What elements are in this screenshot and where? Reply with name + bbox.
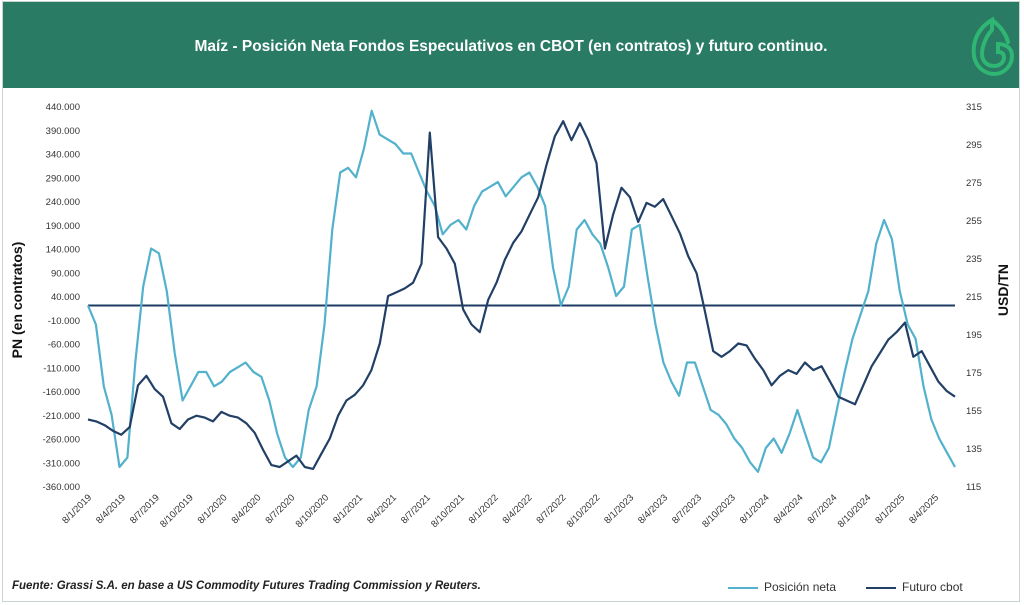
x-tick-label: 8/4/2022 bbox=[501, 492, 535, 526]
x-tick-label: 8/1/2019 bbox=[60, 492, 94, 526]
x-tick-label: 8/10/2024 bbox=[836, 492, 874, 530]
y-right-tick-label: 255 bbox=[966, 216, 982, 227]
y-right-axis-title: USD/TN bbox=[995, 264, 1011, 316]
series-line-posicion-neta bbox=[86, 109, 956, 473]
x-tick-label: 8/1/2022 bbox=[467, 492, 501, 526]
y-right-tick-label: 315 bbox=[966, 102, 982, 113]
y-left-tick-label: -210.000 bbox=[42, 411, 80, 422]
series-line-futuro-cbot bbox=[87, 120, 956, 470]
x-tick-label: 8/10/2021 bbox=[429, 492, 467, 530]
y-left-tick-label: -260.000 bbox=[42, 435, 80, 446]
y-left-tick-label: 340.000 bbox=[46, 150, 80, 161]
y-left-tick-label: 390.000 bbox=[46, 126, 80, 137]
x-tick-label: 8/4/2025 bbox=[907, 492, 941, 526]
y-right-tick-label: 115 bbox=[966, 482, 981, 493]
x-tick-label: 8/10/2022 bbox=[565, 492, 603, 530]
legend-item-posicion-neta: Posición neta bbox=[728, 580, 836, 594]
x-tick-label: 8/1/2020 bbox=[196, 492, 230, 526]
y-right-tick-label: 175 bbox=[966, 368, 982, 379]
y-left-tick-label: 90.000 bbox=[51, 268, 80, 279]
x-tick-label: 8/10/2023 bbox=[700, 492, 738, 530]
leaf-g-logo-icon bbox=[971, 16, 1015, 77]
x-tick-label: 8/1/2024 bbox=[738, 492, 772, 526]
y-left-tick-label: -310.000 bbox=[42, 458, 80, 469]
y-left-tick-label: -360.000 bbox=[42, 482, 80, 493]
x-tick-label: 8/1/2021 bbox=[331, 492, 365, 526]
x-tick-label: 8/7/2024 bbox=[806, 492, 840, 526]
x-tick-label: 8/10/2019 bbox=[158, 492, 196, 530]
y-right-tick-label: 155 bbox=[966, 406, 982, 417]
x-tick-label: 8/4/2023 bbox=[636, 492, 670, 526]
y-right-tick-label: 275 bbox=[966, 178, 982, 189]
legend-item-futuro-cbot: Futuro cbot bbox=[866, 580, 963, 594]
y-left-tick-label: 190.000 bbox=[46, 221, 80, 232]
x-tick-label: 8/1/2023 bbox=[602, 492, 636, 526]
y-left-tick-label: -110.000 bbox=[43, 363, 80, 374]
y-left-axis-title: PN (en contratos) bbox=[9, 242, 25, 359]
x-tick-label: 8/7/2022 bbox=[535, 492, 569, 526]
y-left-tick-label: 240.000 bbox=[46, 197, 80, 208]
x-tick-label: 8/4/2020 bbox=[230, 492, 264, 526]
source-note: Fuente: Grassi S.A. en base a US Commodi… bbox=[12, 580, 481, 592]
x-tick-label: 8/7/2023 bbox=[670, 492, 704, 526]
y-left-tick-label: 440.000 bbox=[46, 102, 80, 113]
y-right-tick-label: 235 bbox=[966, 254, 982, 265]
x-tick-label: 8/7/2020 bbox=[263, 492, 297, 526]
y-right-tick-label: 215 bbox=[966, 292, 982, 303]
y-left-tick-label: -10.000 bbox=[48, 316, 80, 327]
x-tick-label: 8/1/2025 bbox=[873, 492, 907, 526]
x-tick-label: 8/4/2021 bbox=[365, 492, 399, 526]
legend-label-posicion-neta: Posición neta bbox=[764, 580, 837, 594]
y-right-tick-label: 135 bbox=[966, 444, 982, 455]
y-left-tick-label: 140.000 bbox=[46, 245, 80, 256]
legend-swatch-futuro-cbot bbox=[866, 586, 896, 589]
y-right-tick-label: 295 bbox=[966, 140, 982, 151]
y-left-tick-label: -160.000 bbox=[42, 387, 80, 398]
chart-plot: 440.000 390.000 340.000 290.000 240.000 190.0… bbox=[9, 102, 1011, 530]
x-tick-label: 8/10/2020 bbox=[294, 492, 332, 530]
legend-swatch-posicion-neta bbox=[728, 586, 758, 589]
y-right-tick-label: 195 bbox=[966, 330, 982, 341]
y-left-tick-label: 40.000 bbox=[51, 292, 80, 303]
x-tick-label: 8/4/2024 bbox=[772, 492, 806, 526]
y-left-tick-label: 290.000 bbox=[46, 173, 80, 184]
chart-title: Maíz - Posición Neta Fondos Especulativo… bbox=[194, 38, 828, 55]
x-tick-label: 8/7/2019 bbox=[128, 492, 162, 526]
y-left-tick-label: -60.000 bbox=[48, 340, 80, 351]
legend-label-futuro-cbot: Futuro cbot bbox=[902, 580, 963, 594]
x-tick-label: 8/4/2019 bbox=[94, 492, 128, 526]
x-tick-label: 8/7/2021 bbox=[399, 492, 433, 526]
header-banner: Maíz - Posición Neta Fondos Especulativo… bbox=[3, 2, 1019, 88]
